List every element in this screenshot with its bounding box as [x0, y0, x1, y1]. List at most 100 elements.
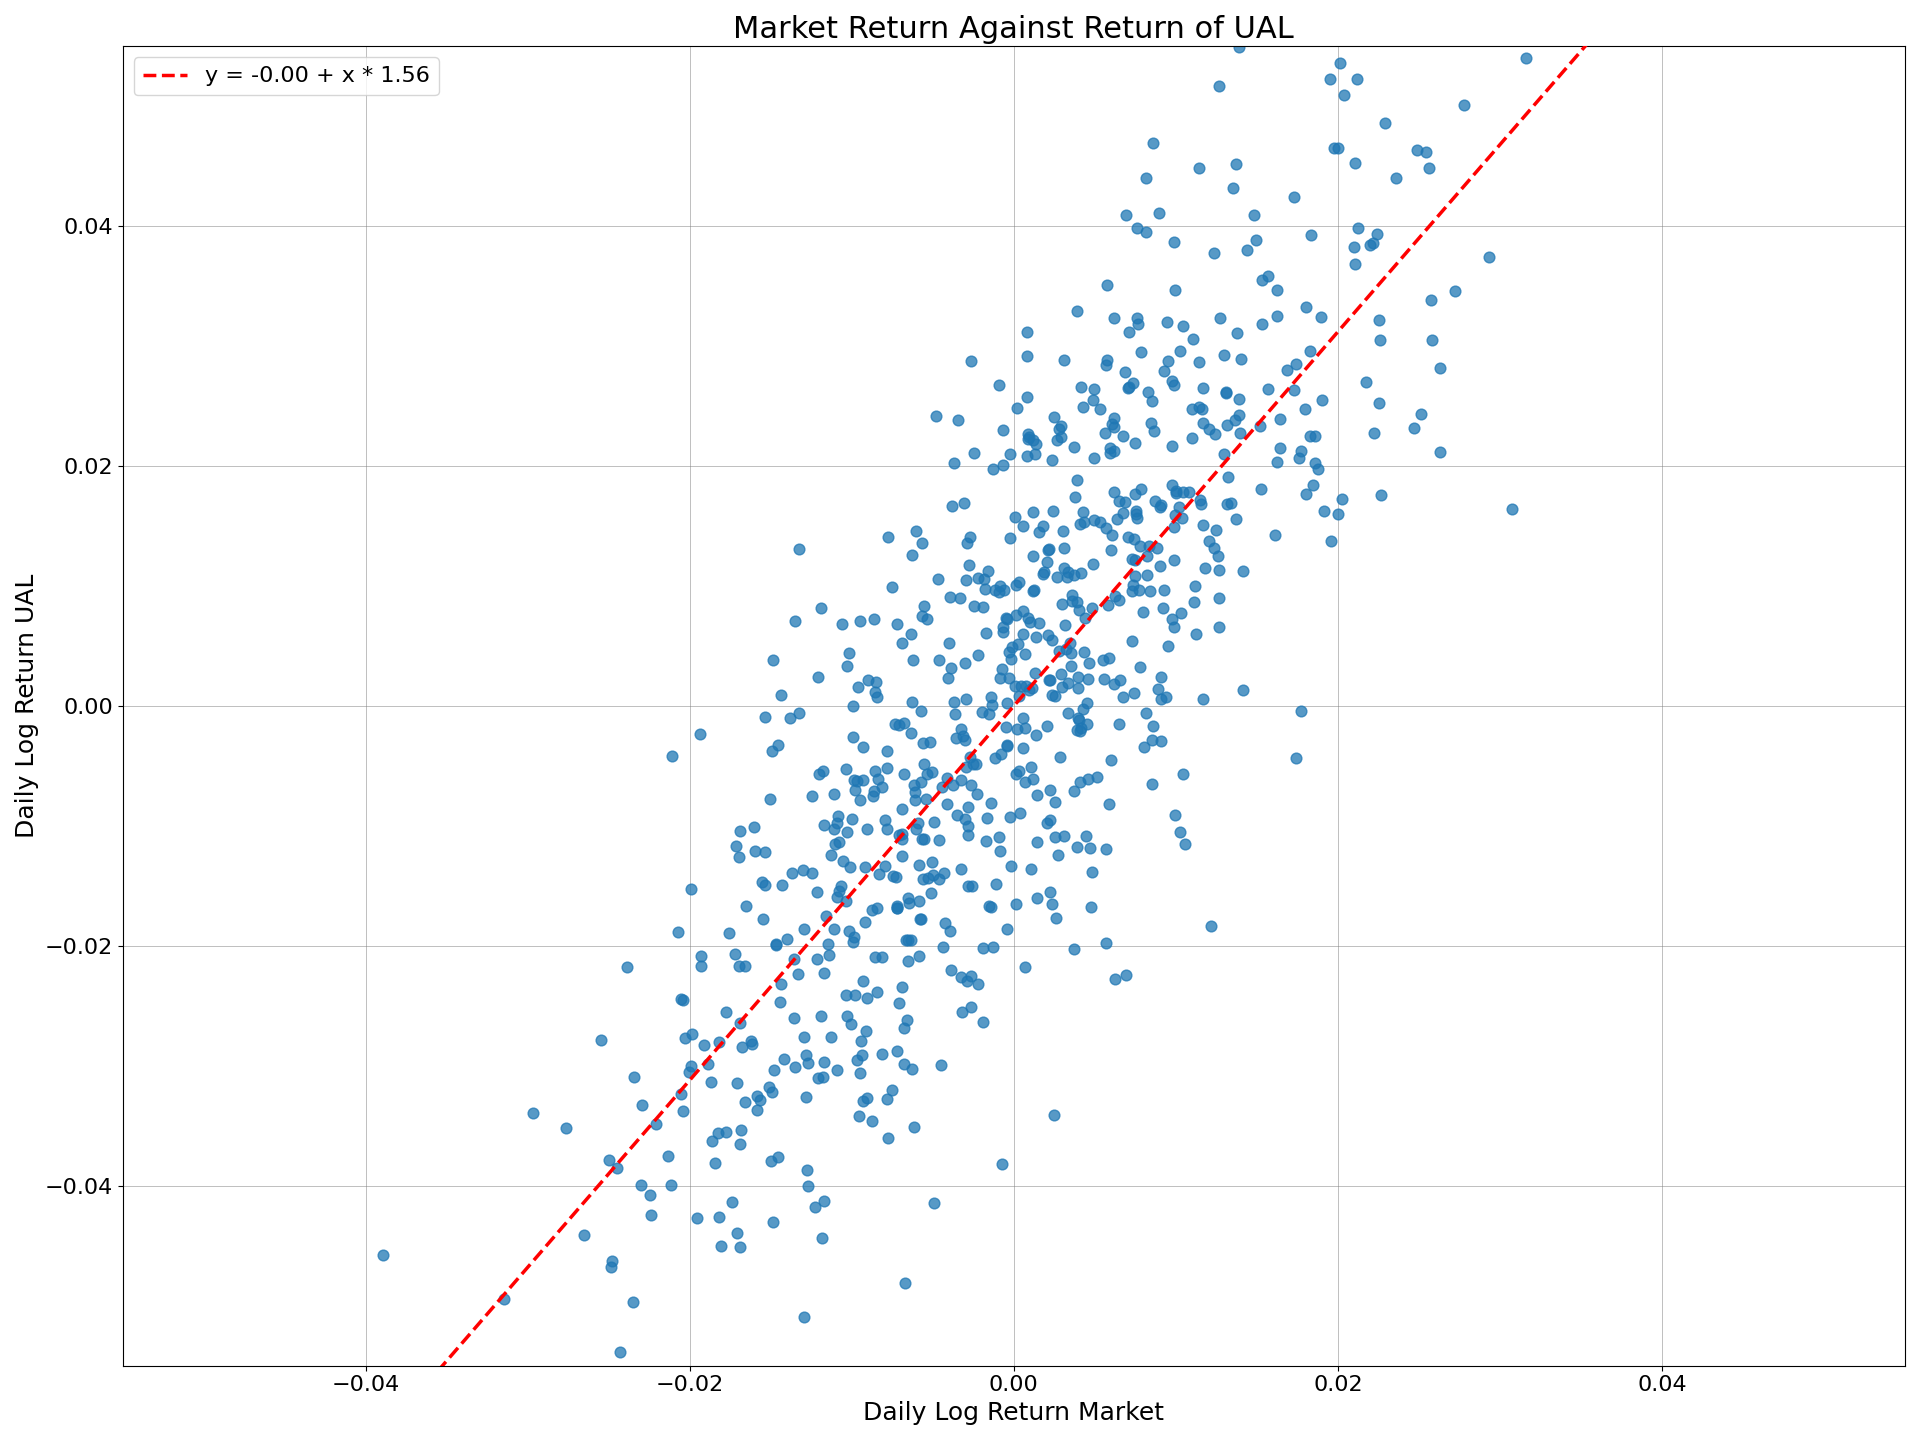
Point — [601, 1367, 632, 1390]
Point — [851, 855, 881, 878]
Point — [904, 854, 935, 877]
Point — [1329, 84, 1359, 107]
Point — [1165, 602, 1196, 625]
Point — [793, 1175, 824, 1198]
Point — [881, 896, 912, 919]
Point — [1294, 340, 1325, 363]
Point — [766, 873, 797, 896]
Point — [703, 1122, 733, 1145]
Point — [1177, 397, 1208, 420]
Point — [1079, 446, 1110, 469]
Point — [950, 651, 981, 674]
Point — [1496, 498, 1526, 521]
Point — [1119, 482, 1150, 505]
Point — [1361, 222, 1392, 245]
Point — [1164, 495, 1194, 518]
Point — [1271, 359, 1302, 382]
Point — [1096, 523, 1127, 546]
Point — [1194, 528, 1225, 552]
Point — [1089, 668, 1119, 691]
Point — [1125, 534, 1156, 557]
Point — [705, 1031, 735, 1054]
Point — [1104, 713, 1135, 736]
Point — [1102, 507, 1133, 530]
Point — [1050, 638, 1081, 661]
Point — [724, 1133, 755, 1156]
Point — [985, 743, 1016, 766]
Point — [626, 1093, 657, 1116]
Point — [1137, 729, 1167, 752]
Point — [1125, 477, 1156, 500]
Point — [1129, 734, 1160, 757]
Point — [780, 1007, 810, 1030]
Point — [962, 972, 993, 995]
Point — [1069, 606, 1100, 629]
Point — [676, 1054, 707, 1077]
Point — [806, 1004, 837, 1027]
Point — [490, 1287, 520, 1310]
Point — [941, 703, 972, 726]
Point — [1052, 566, 1083, 589]
Point — [950, 687, 981, 710]
Point — [1119, 549, 1150, 572]
Point — [995, 527, 1025, 550]
Point — [985, 840, 1016, 863]
Point — [1091, 422, 1121, 445]
Point — [1064, 706, 1094, 729]
Point — [1031, 552, 1062, 575]
Point — [1000, 674, 1031, 697]
Point — [1116, 629, 1146, 652]
Point — [893, 886, 924, 909]
Point — [1181, 622, 1212, 645]
Point — [981, 873, 1012, 896]
Point — [1068, 396, 1098, 419]
Point — [1208, 344, 1238, 367]
Point — [1066, 770, 1096, 793]
Point — [906, 605, 937, 628]
Point — [1448, 94, 1478, 117]
Point — [722, 1071, 753, 1094]
Point — [956, 965, 987, 988]
Point — [1098, 439, 1129, 462]
Point — [948, 808, 979, 831]
Point — [1121, 500, 1152, 523]
Point — [1213, 465, 1244, 488]
Point — [843, 1104, 874, 1128]
Point — [1221, 153, 1252, 176]
Point — [783, 701, 814, 724]
Point — [618, 1290, 649, 1313]
Point — [1286, 439, 1317, 462]
Point — [685, 723, 716, 746]
Point — [812, 933, 843, 956]
Point — [1240, 228, 1271, 251]
Point — [1012, 428, 1043, 451]
Point — [789, 1025, 820, 1048]
Point — [1402, 138, 1432, 161]
Point — [1069, 641, 1100, 664]
Point — [714, 922, 745, 945]
Point — [1179, 327, 1210, 350]
Point — [1190, 557, 1221, 580]
Point — [1188, 377, 1219, 400]
Point — [1108, 425, 1139, 448]
Point — [1261, 304, 1292, 327]
Point — [1223, 387, 1254, 410]
Point — [991, 608, 1021, 631]
Point — [1227, 678, 1258, 701]
Point — [766, 972, 797, 995]
Point — [1012, 606, 1043, 629]
Point — [979, 579, 1010, 602]
Point — [1033, 812, 1064, 835]
Point — [791, 1044, 822, 1067]
Point — [636, 1184, 666, 1207]
Point — [1062, 835, 1092, 858]
Point — [996, 647, 1027, 670]
Point — [1062, 300, 1092, 323]
Point — [958, 753, 989, 776]
Point — [972, 829, 1002, 852]
Point — [1046, 425, 1077, 448]
Point — [924, 867, 954, 890]
Point — [1167, 763, 1198, 786]
Point — [947, 1001, 977, 1024]
Point — [954, 526, 985, 549]
